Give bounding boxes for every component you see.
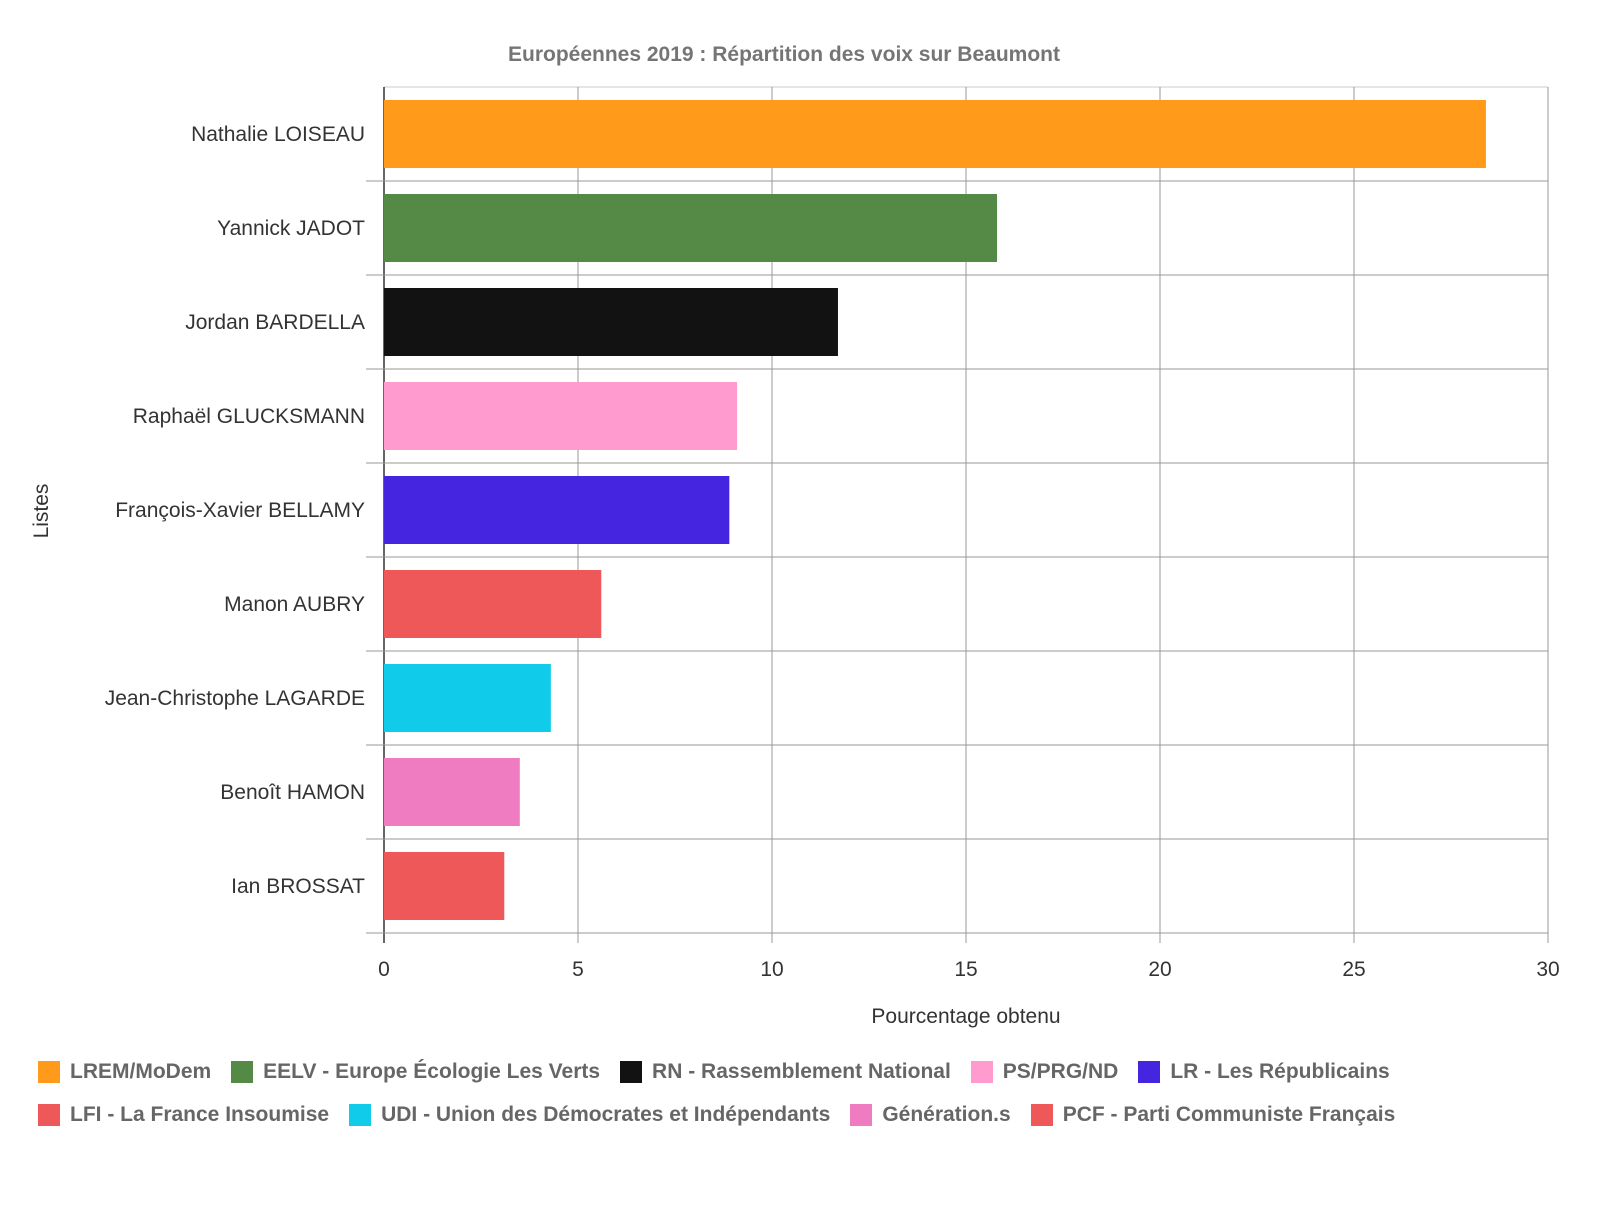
category-label: Nathalie LOISEAU [191,123,365,146]
category-label: Ian BROSSAT [231,875,365,898]
bar [384,664,551,732]
legend-swatch [970,1060,993,1083]
legend-label: EELV - Europe Écologie Les Verts [263,1059,601,1083]
legend-item[interactable]: RN - Rassemblement National [620,1050,951,1093]
bar [384,194,998,262]
y-axis-title: Listes [30,484,53,539]
legend-label: LFI - La France Insoumise [70,1102,330,1126]
bar [384,852,505,920]
legend-label: LREM/MoDem [70,1059,212,1083]
legend-label: UDI - Union des Démocrates et Indépendan… [381,1102,831,1126]
legend-label: PCF - Parti Communiste Français [1062,1102,1396,1126]
legend-swatch [38,1103,60,1126]
legend-swatch [620,1060,643,1083]
legend: LREM/MoDem EELV - Europe Écologie Les Ver… [38,1050,1578,1136]
bar [384,476,730,544]
chart-title: Européennes 2019 : Répartition des voix … [508,43,1060,66]
bar [384,382,738,450]
category-label: Jordan BARDELLA [185,311,365,334]
legend-label: RN - Rassemblement National [652,1059,951,1083]
bar [384,570,602,638]
legend-label: Génération.s [882,1102,1011,1126]
x-tick-label: 10 [760,958,783,981]
x-tick-label: 30 [1536,958,1559,981]
legend-swatch [349,1103,372,1126]
legend-swatch [1138,1060,1161,1083]
legend-swatch [1030,1103,1053,1126]
bar-chart: Européennes 2019 : Répartition des voix … [30,43,1560,1028]
bar [384,288,838,356]
legend-item[interactable]: EELV - Europe Écologie Les Verts [231,1050,600,1093]
legend-item[interactable]: UDI - Union des Démocrates et Indépendan… [349,1093,830,1136]
category-labels: Nathalie LOISEAU Yannick JADOT Jordan BARD… [105,123,365,898]
x-tick-label: 5 [572,958,584,981]
category-label: François-Xavier BELLAMY [115,499,365,522]
bar [384,758,520,826]
x-ticks: 0 5 10 15 20 25 30 [378,958,1560,981]
legend-item[interactable]: LR - Les Républicains [1138,1050,1390,1093]
x-tick-label: 0 [378,958,390,981]
x-tick-label: 20 [1148,958,1171,981]
legend-label: LR - Les Républicains [1170,1059,1390,1083]
legend-swatch [231,1060,254,1083]
x-tick-label: 25 [1342,958,1365,981]
grid [366,86,1549,943]
category-label: Yannick JADOT [217,217,365,240]
x-tick-label: 15 [954,958,977,981]
bar [384,100,1486,168]
legend-item[interactable]: Génération.s [850,1093,1011,1136]
category-label: Benoît HAMON [220,781,365,804]
legend-swatch [850,1103,873,1126]
legend-item[interactable]: LREM/MoDem [38,1050,211,1093]
legend-item[interactable]: LFI - La France Insoumise [38,1093,329,1136]
x-axis-title: Pourcentage obtenu [871,1005,1060,1028]
category-label: Jean-Christophe LAGARDE [105,687,365,710]
legend-item[interactable]: PCF - Parti Communiste Français [1030,1093,1396,1136]
legend-item[interactable]: PS/PRG/ND [970,1050,1119,1093]
legend-swatch [38,1060,60,1083]
bars [384,100,1486,920]
category-label: Raphaël GLUCKSMANN [133,405,365,428]
category-label: Manon AUBRY [224,593,365,616]
legend-label: PS/PRG/ND [1002,1059,1119,1083]
